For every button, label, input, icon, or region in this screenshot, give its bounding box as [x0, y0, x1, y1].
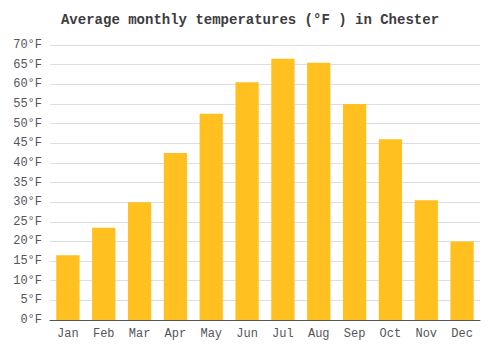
svg-text:35°F: 35°F — [13, 176, 42, 190]
svg-text:Feb: Feb — [93, 327, 115, 341]
svg-text:Oct: Oct — [380, 327, 402, 341]
svg-text:40°F: 40°F — [13, 156, 42, 170]
svg-text:50°F: 50°F — [13, 117, 42, 131]
svg-text:Apr: Apr — [165, 327, 187, 341]
svg-text:10°F: 10°F — [13, 274, 42, 288]
svg-text:5°F: 5°F — [20, 293, 42, 307]
svg-text:Average monthly temperatures (: Average monthly temperatures (°F ) in Ch… — [61, 12, 439, 28]
svg-text:0°F: 0°F — [20, 313, 42, 327]
svg-text:15°F: 15°F — [13, 254, 42, 268]
svg-text:Mar: Mar — [129, 327, 151, 341]
svg-text:Jun: Jun — [236, 327, 258, 341]
svg-text:Jan: Jan — [57, 327, 79, 341]
svg-text:65°F: 65°F — [13, 58, 42, 72]
svg-text:45°F: 45°F — [13, 136, 42, 150]
svg-text:Nov: Nov — [415, 327, 437, 341]
svg-text:Jul: Jul — [272, 327, 294, 341]
svg-text:Sep: Sep — [344, 327, 366, 341]
svg-text:30°F: 30°F — [13, 195, 42, 209]
svg-text:20°F: 20°F — [13, 234, 42, 248]
svg-text:Dec: Dec — [451, 327, 473, 341]
svg-text:60°F: 60°F — [13, 77, 42, 91]
svg-text:May: May — [200, 327, 222, 341]
svg-text:55°F: 55°F — [13, 97, 42, 111]
svg-text:25°F: 25°F — [13, 215, 42, 229]
svg-text:Aug: Aug — [308, 327, 330, 341]
svg-text:70°F: 70°F — [13, 38, 42, 52]
